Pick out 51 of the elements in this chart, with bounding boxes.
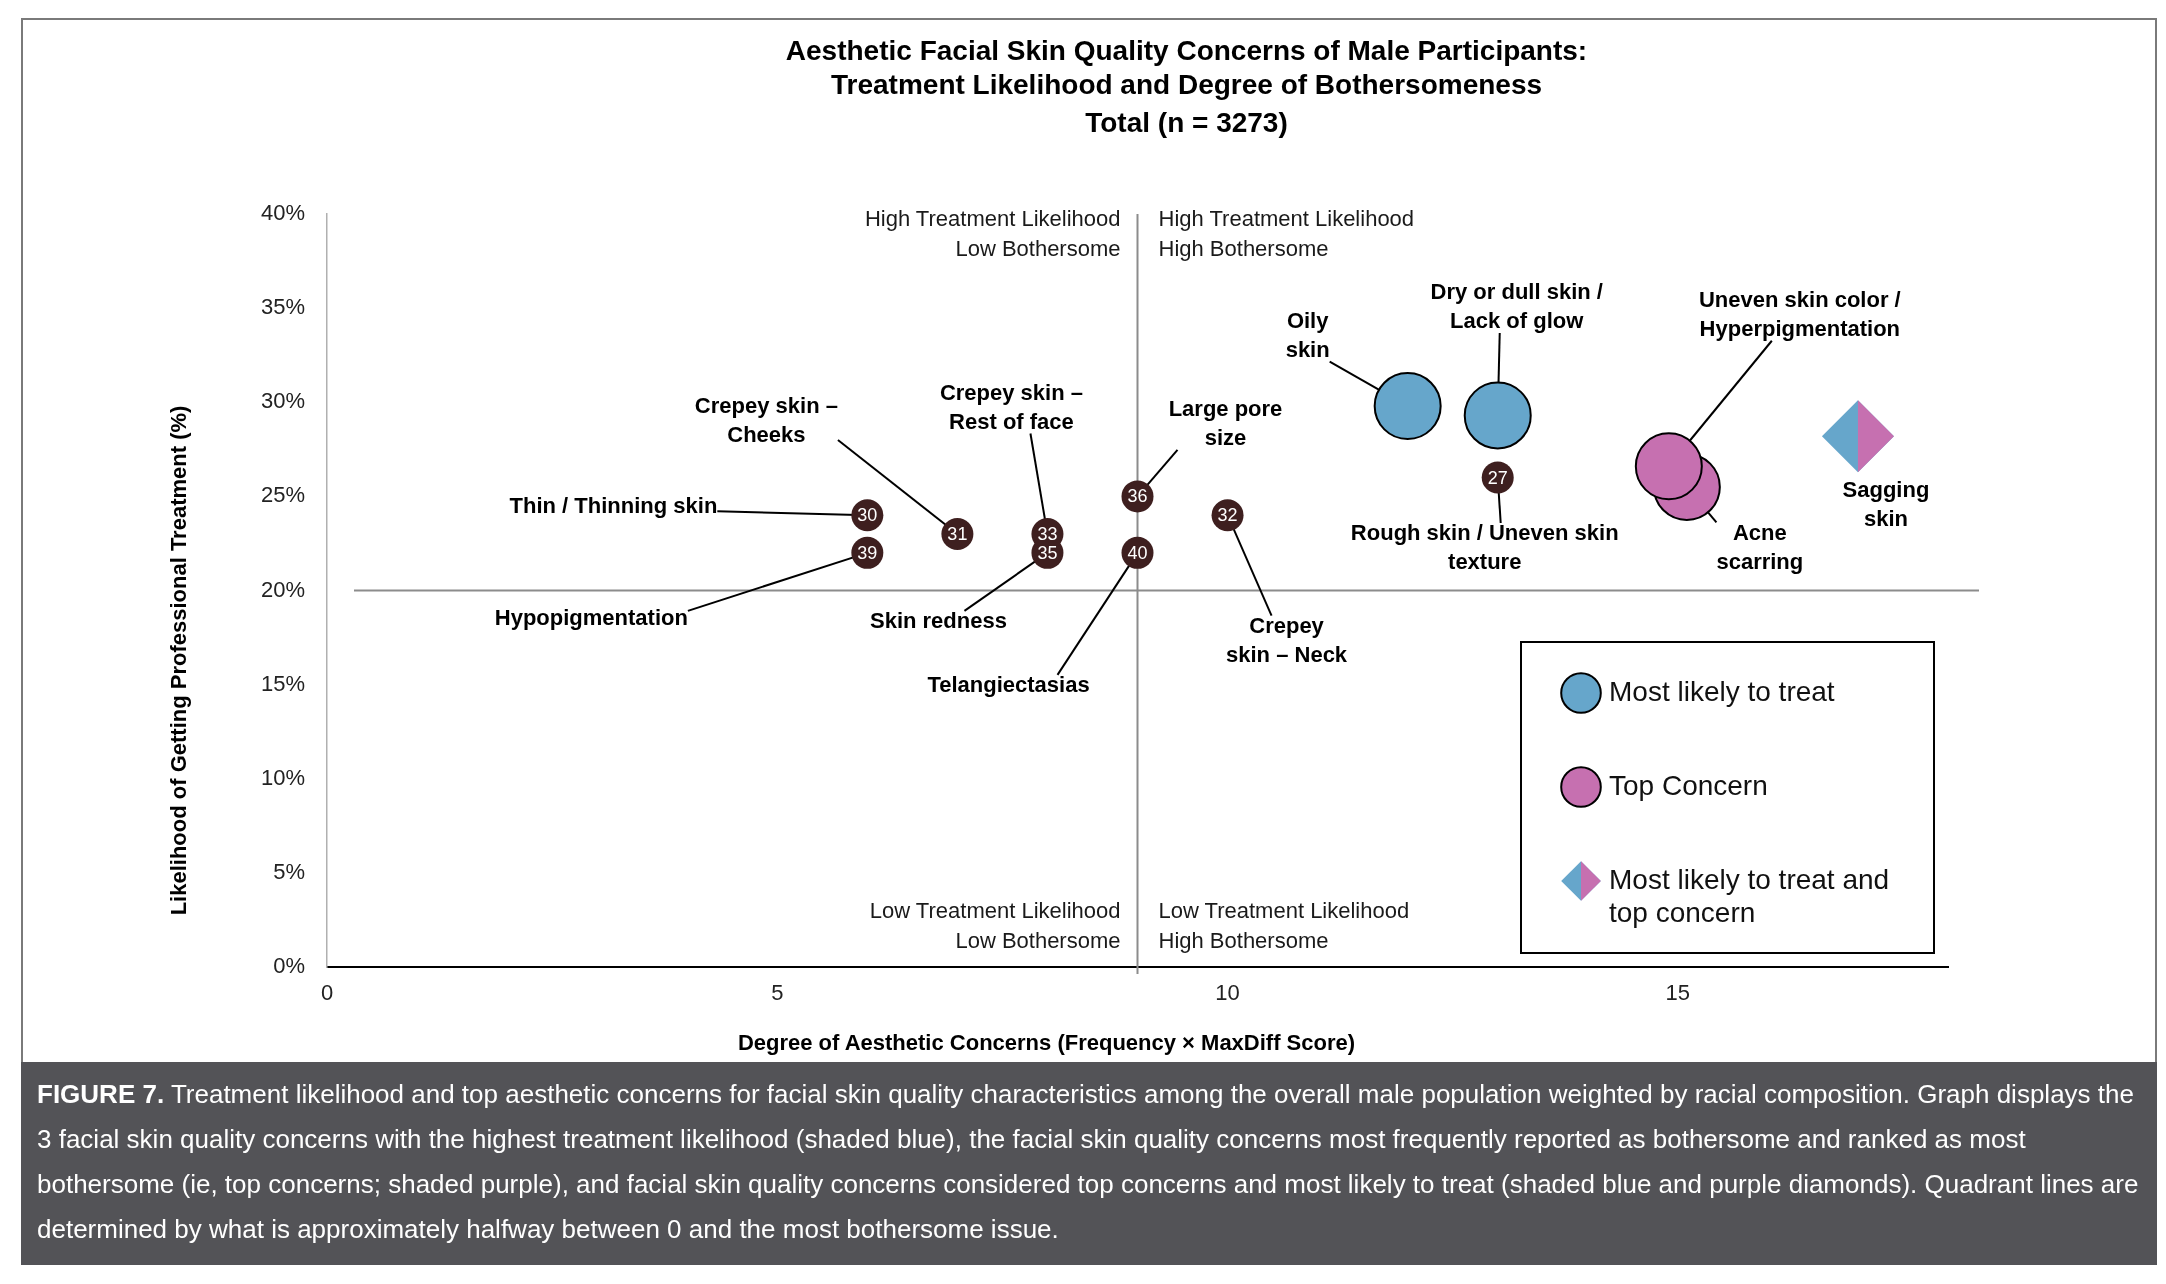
x-tick-label: 5 (771, 980, 784, 1006)
chart-subtitle: Total (n = 3273) (1085, 106, 1288, 138)
annotation: 33 (1037, 523, 1058, 544)
annotation: 31 (947, 523, 968, 544)
y-tick-label: 35% (260, 294, 305, 320)
y-tick-label: 10% (260, 764, 305, 790)
x-axis-title: Degree of Aesthetic Concerns (Frequency × MaxDiff Score) (737, 1030, 1356, 1056)
y-tick-label: 25% (260, 482, 305, 508)
point (1634, 432, 1703, 501)
y-tick-label: 0% (273, 953, 305, 979)
annotation: Hypopigmentation (494, 604, 688, 630)
annotation: Crepey skin – Rest of face (939, 379, 1083, 434)
caption: FIGURE 7. Treatment likelihood and top aesthetic concerns for facial skin quality characteristics among the overall male population weighted by racial composition. Graph displays the 3 facial skin quality concerns with the highest treatment likelihood (shaded blue), the facial skin quality concerns most frequently reported as bothersome and ranked as most bothersome (ie, top concerns; shaded purple), and facial skin quality concerns considered top concerns and most likely to treat (shaded blue and purple diamonds). Quadrant lines are determined by what is approximately halfway between 0 and the most bothersome issue. (37, 1078, 2140, 1246)
annotation: High Treatment Likelihood High Bothersome (1158, 206, 1415, 262)
legend-label: Most likely to treat and top concern (1609, 863, 1890, 929)
annotation: 40 (1127, 542, 1148, 563)
annotation: Skin redness (869, 607, 1007, 633)
y-tick-label: 15% (260, 670, 305, 696)
x-tick-label: 10 (1215, 980, 1240, 1006)
annotation: 36 (1127, 486, 1148, 507)
annotation: 27 (1487, 467, 1508, 488)
annotation: Crepey skin – Neck (1226, 612, 1348, 667)
annotation: Sagging skin (1842, 476, 1930, 531)
annotation: 32 (1217, 505, 1238, 526)
annotation: Uneven skin color / Hyperpigmentation (1698, 286, 1901, 341)
annotation: Low Treatment Likelihood High Bothersome (1158, 898, 1410, 954)
legend-label: Most likely to treat (1609, 675, 1835, 707)
x-tick-label: 15 (1665, 980, 1691, 1006)
y-tick-label: 30% (260, 388, 305, 414)
x-tick-label: 0 (320, 980, 334, 1006)
annotation: Dry or dull skin / Lack of glow (1430, 278, 1603, 333)
annotation: Acne scarring (1716, 519, 1804, 574)
annotation: Thin / Thinning skin (509, 493, 718, 519)
y-axis-title: Likelihood of Getting Professional Treatment (%) (166, 405, 192, 916)
annotation: Rough skin / Uneven skin texture (1350, 520, 1619, 575)
y-tick-label: 5% (273, 858, 305, 884)
point (1463, 381, 1532, 450)
annotation: 39 (857, 542, 878, 563)
chart-title: Aesthetic Facial Skin Quality Concerns of Male Participants: Treatment Likelihood and Degree of Bothersomeness (785, 34, 1588, 100)
annotation: Low Treatment Likelihood Low Bothersome (869, 898, 1121, 954)
annotation: 30 (857, 505, 878, 526)
legend-label: Top Concern (1609, 769, 1768, 801)
annotation: Large pore size (1168, 395, 1283, 450)
annotation: 35 (1037, 542, 1058, 563)
y-tick-label: 40% (260, 200, 305, 226)
y-tick-label: 20% (260, 576, 305, 602)
annotation: Crepey skin – Cheeks (694, 392, 838, 447)
point (1373, 372, 1442, 441)
annotation: High Treatment Likelihood Low Bothersome (864, 206, 1121, 262)
annotation: Oily skin (1285, 307, 1330, 362)
annotation: Telangiectasias (927, 671, 1090, 697)
